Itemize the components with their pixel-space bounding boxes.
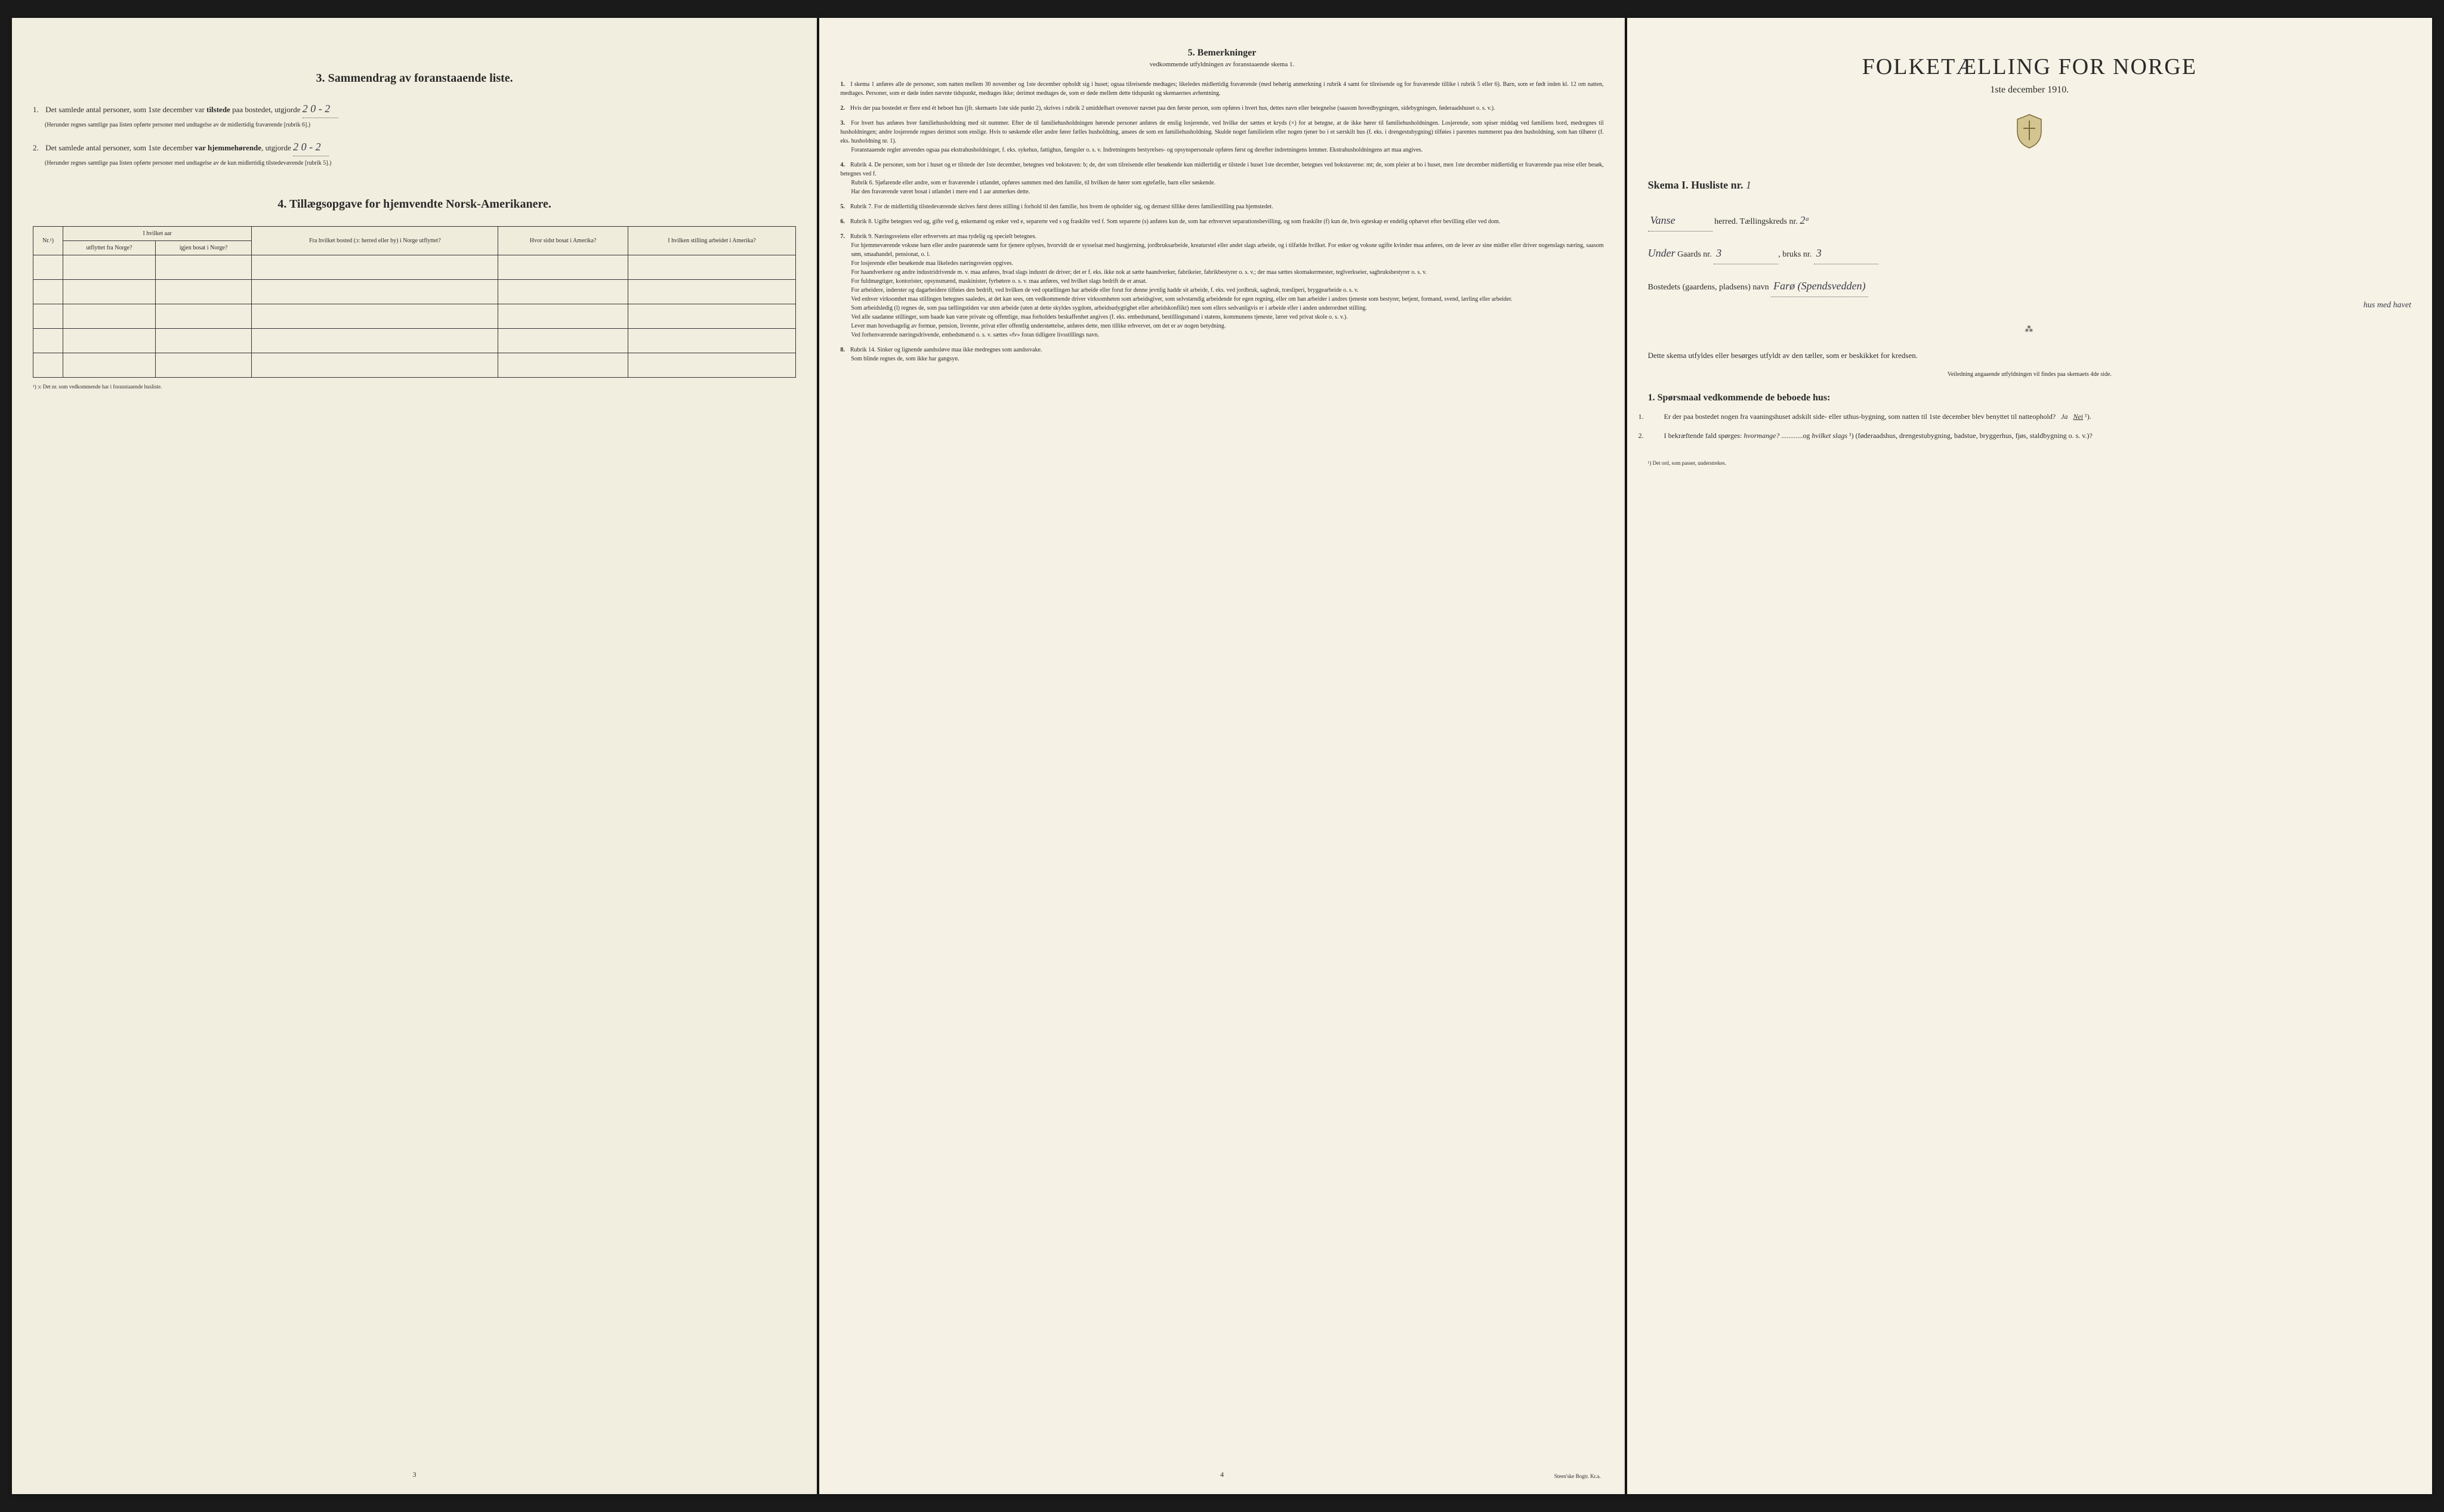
answer-nei: Nei <box>2073 412 2083 421</box>
line-prefix: Under <box>1648 247 1675 259</box>
summary-item-2: 2. Det samlede antal personer, som 1ste … <box>33 138 796 168</box>
bosted-extra: hus med havet <box>2363 301 2411 310</box>
table-row <box>33 353 796 377</box>
col-igjen-bosat: igjen bosat i Norge? <box>155 240 251 255</box>
footnote-underline: ¹) Det ord, som passer, understrekes. <box>1648 460 2411 466</box>
item-1-note: (Herunder regnes samtlige paa listen opf… <box>33 121 796 129</box>
panel-page-4: 5. Bemerkninger vedkommende utfyldningen… <box>819 18 1624 1494</box>
col-aar-group: I hvilket aar <box>63 226 252 240</box>
questions-heading: 1. Spørsmaal vedkommende de beboede hus: <box>1648 393 2411 403</box>
page-number: 3 <box>12 1470 817 1479</box>
gaards-line: Under Gaards nr. 3, bruks nr. 3 <box>1648 242 2411 264</box>
printer-mark: Steen'ske Bogtr. Kr.a. <box>1554 1473 1601 1479</box>
section-5-heading: 5. Bemerkninger <box>840 48 1603 58</box>
remark-item: 5. Rubrik 7. For de midlertidig tilstede… <box>840 202 1603 211</box>
panel-page-3: 3. Sammendrag av foranstaaende liste. 1.… <box>12 18 817 1494</box>
table-footnote: ¹) ɔ: Det nr. som vedkommende har i fora… <box>33 384 796 390</box>
hjemmehorende-count: 2 0 - 2 <box>293 138 329 156</box>
document-spread: 3. Sammendrag av foranstaaende liste. 1.… <box>0 0 2444 1512</box>
guidance-note: Veiledning angaaende utfyldningen vil fi… <box>1648 371 2411 378</box>
remark-item: 1. I skema 1 anføres alle de personer, s… <box>840 80 1603 98</box>
table-body <box>33 255 796 377</box>
page-number: 4 <box>819 1470 1624 1479</box>
census-title: FOLKETÆLLING FOR NORGE <box>1648 54 2411 80</box>
item-2-note: (Herunder regnes samtlige paa listen opf… <box>33 159 796 168</box>
remark-item: 3. For hvert hus anføres hver familiehus… <box>840 119 1603 155</box>
section-3-heading: 3. Sammendrag av foranstaaende liste. <box>33 72 796 85</box>
section-4-heading: 4. Tillægsopgave for hjemvendte Norsk-Am… <box>33 198 796 211</box>
table-row <box>33 255 796 279</box>
kreds-nr: 2ᵃ <box>1800 214 1809 226</box>
table-row <box>33 328 796 353</box>
bosted-value: Farø (Spendsvedden) <box>1771 275 1868 297</box>
remark-item: 2. Hvis der paa bostedet er flere end ét… <box>840 104 1603 113</box>
remarks-list: 1. I skema 1 anføres alle de personer, s… <box>840 80 1603 363</box>
question-1: 1. Er der paa bostedet nogen fra vaaning… <box>1648 411 2411 422</box>
herred-value: Vanse <box>1648 209 1712 232</box>
tilstede-count: 2 0 - 2 <box>303 100 338 118</box>
summary-item-1: 1. Det samlede antal personer, som 1ste … <box>33 100 796 129</box>
item-text: Det samlede antal personer, som 1ste dec… <box>45 143 293 152</box>
coat-of-arms-icon <box>1648 113 2411 155</box>
remark-item: 7. Rubrik 9. Næringsveiens eller erhverv… <box>840 232 1603 340</box>
remark-item: 8. Rubrik 14. Sinker og lignende aandssl… <box>840 345 1603 363</box>
col-stilling: I hvilken stilling arbeidet i Amerika? <box>628 226 796 255</box>
husliste-nr: 1 <box>1746 179 1751 191</box>
item-number: 1. <box>33 104 44 116</box>
remark-item: 6. Rubrik 8. Ugifte betegnes ved ug, gif… <box>840 217 1603 226</box>
panel-title-page: FOLKETÆLLING FOR NORGE 1ste december 191… <box>1627 18 2432 1494</box>
amerikanere-table: Nr.¹) I hvilket aar Fra hvilket bosted (… <box>33 226 796 378</box>
question-2: 2. I bekræftende fald spørges: hvormange… <box>1648 430 2411 442</box>
col-utflyttet: utflyttet fra Norge? <box>63 240 156 255</box>
col-bosted: Fra hvilket bosted (ɔ: herred eller by) … <box>252 226 498 255</box>
census-date: 1ste december 1910. <box>1648 85 2411 95</box>
skema-line: Skema I. Husliste nr. 1 <box>1648 179 2411 192</box>
section-5-subheading: vedkommende utfyldningen av foranstaaend… <box>840 61 1603 68</box>
remark-item: 4. Rubrik 4. De personer, som bor i huse… <box>840 161 1603 196</box>
q1-text: Er der paa bostedet nogen fra vaaningshu… <box>1664 412 2091 421</box>
table-row <box>33 304 796 328</box>
ornament-divider: ⁂ <box>1648 325 2411 335</box>
instruction-text: Dette skema utfyldes eller besørges utfy… <box>1648 350 2411 362</box>
col-nr: Nr.¹) <box>33 226 63 255</box>
col-amerika-bosat: Hvor sidst bosat i Amerika? <box>498 226 628 255</box>
table-row <box>33 279 796 304</box>
bosted-line: Bostedets (gaardens, pladsens) navn Farø… <box>1648 275 2411 314</box>
herred-line: Vanse herred. Tællingskreds nr. 2ᵃ <box>1648 209 2411 232</box>
item-text: Det samlede antal personer, som 1ste dec… <box>45 105 303 114</box>
item-number: 2. <box>33 142 44 155</box>
gaards-nr: 3 <box>1714 242 1778 264</box>
bruks-nr: 3 <box>1814 242 1878 264</box>
